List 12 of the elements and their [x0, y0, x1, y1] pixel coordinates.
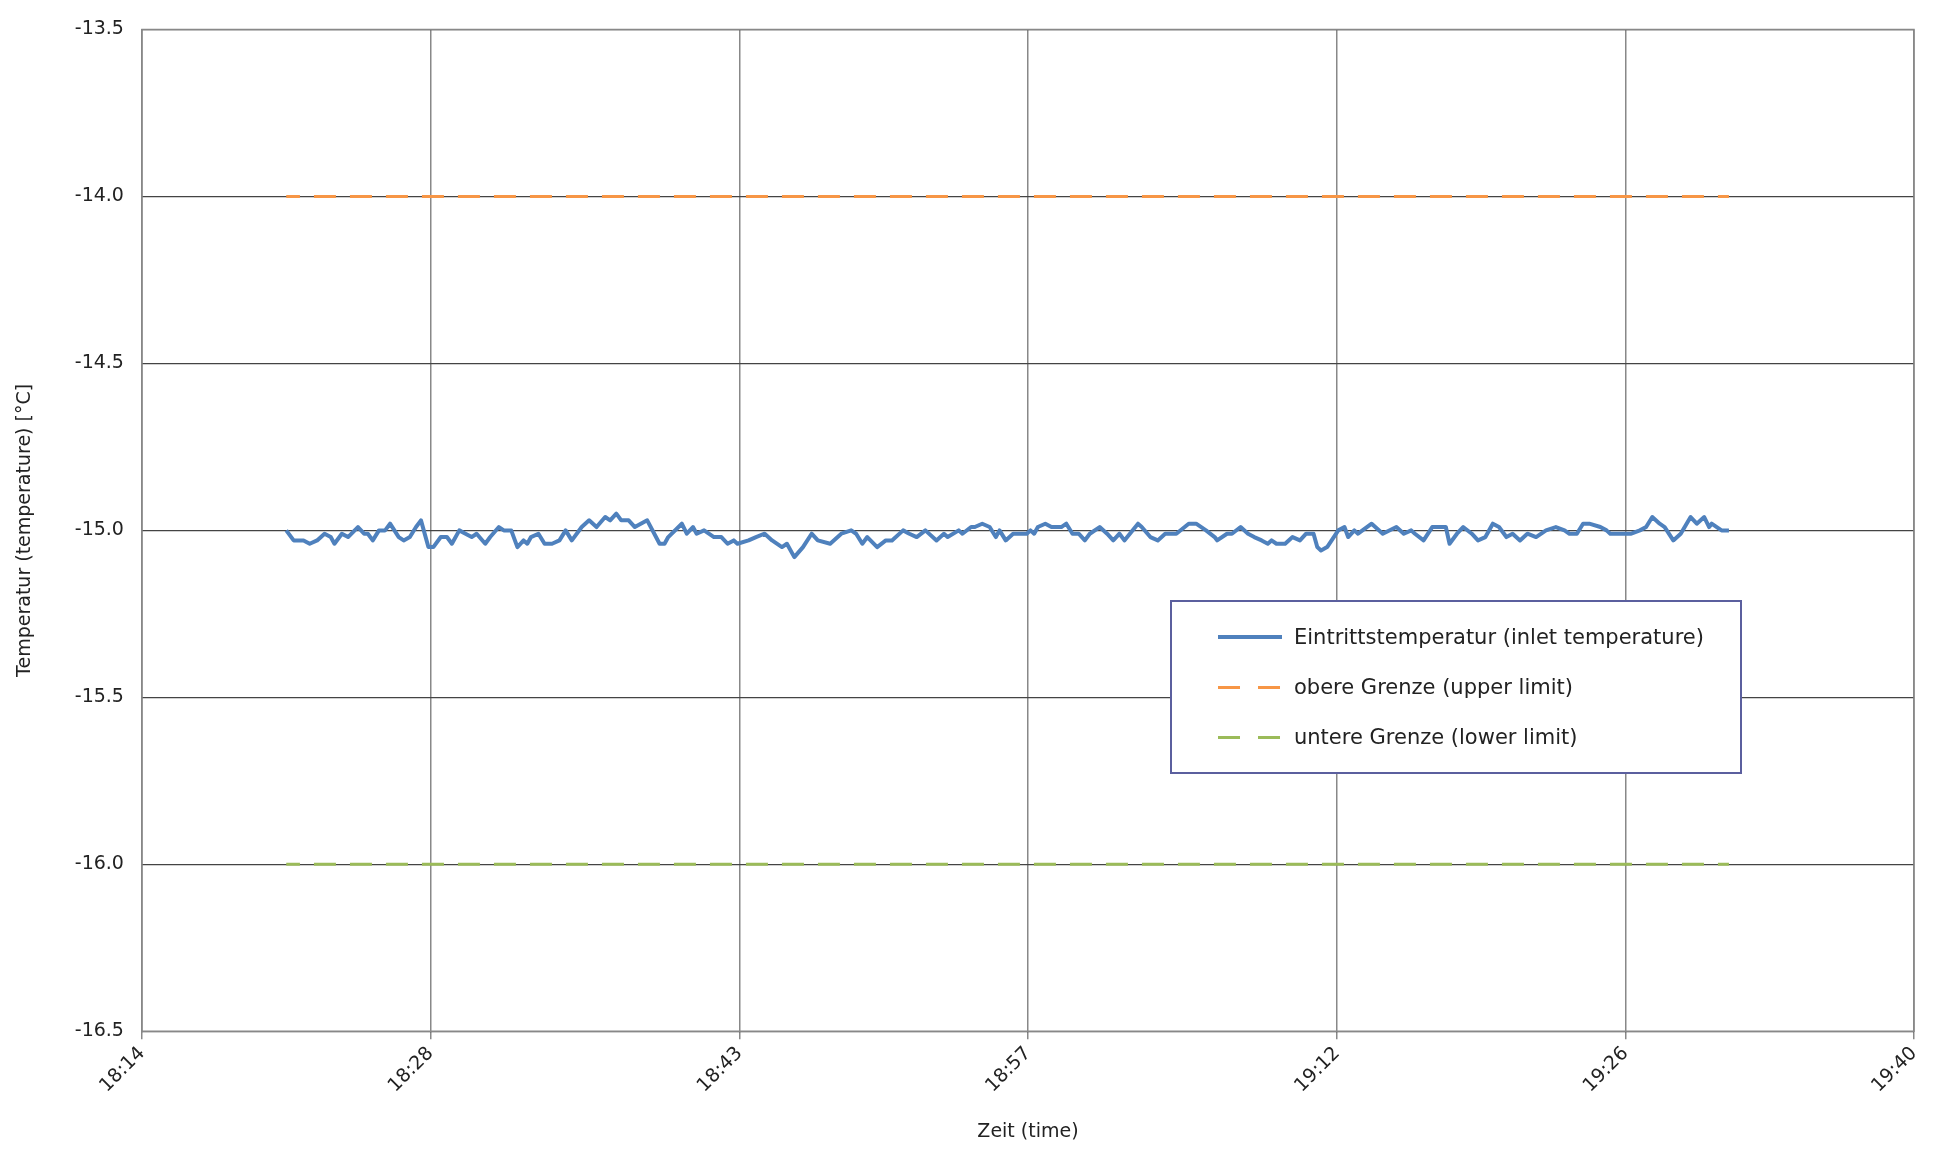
- y-tick-label: -14.0: [74, 183, 124, 206]
- y-tick-label: -15.0: [74, 517, 124, 540]
- y-tick-label: -14.5: [74, 350, 124, 373]
- legend-label: obere Grenze (upper limit): [1294, 675, 1573, 700]
- legend-label: untere Grenze (lower limit): [1294, 725, 1578, 750]
- y-tick-label: -16.0: [74, 851, 124, 874]
- y-tick-label: -13.5: [74, 16, 124, 39]
- y-tick-label: -15.5: [74, 684, 124, 707]
- y-tick-label: -16.5: [74, 1018, 124, 1041]
- y-axis-title: Temperatur (temperature) [°C]: [12, 383, 35, 678]
- x-axis-title: Zeit (time): [977, 1118, 1079, 1141]
- legend-label: Eintrittstemperatur (inlet temperature): [1294, 625, 1704, 650]
